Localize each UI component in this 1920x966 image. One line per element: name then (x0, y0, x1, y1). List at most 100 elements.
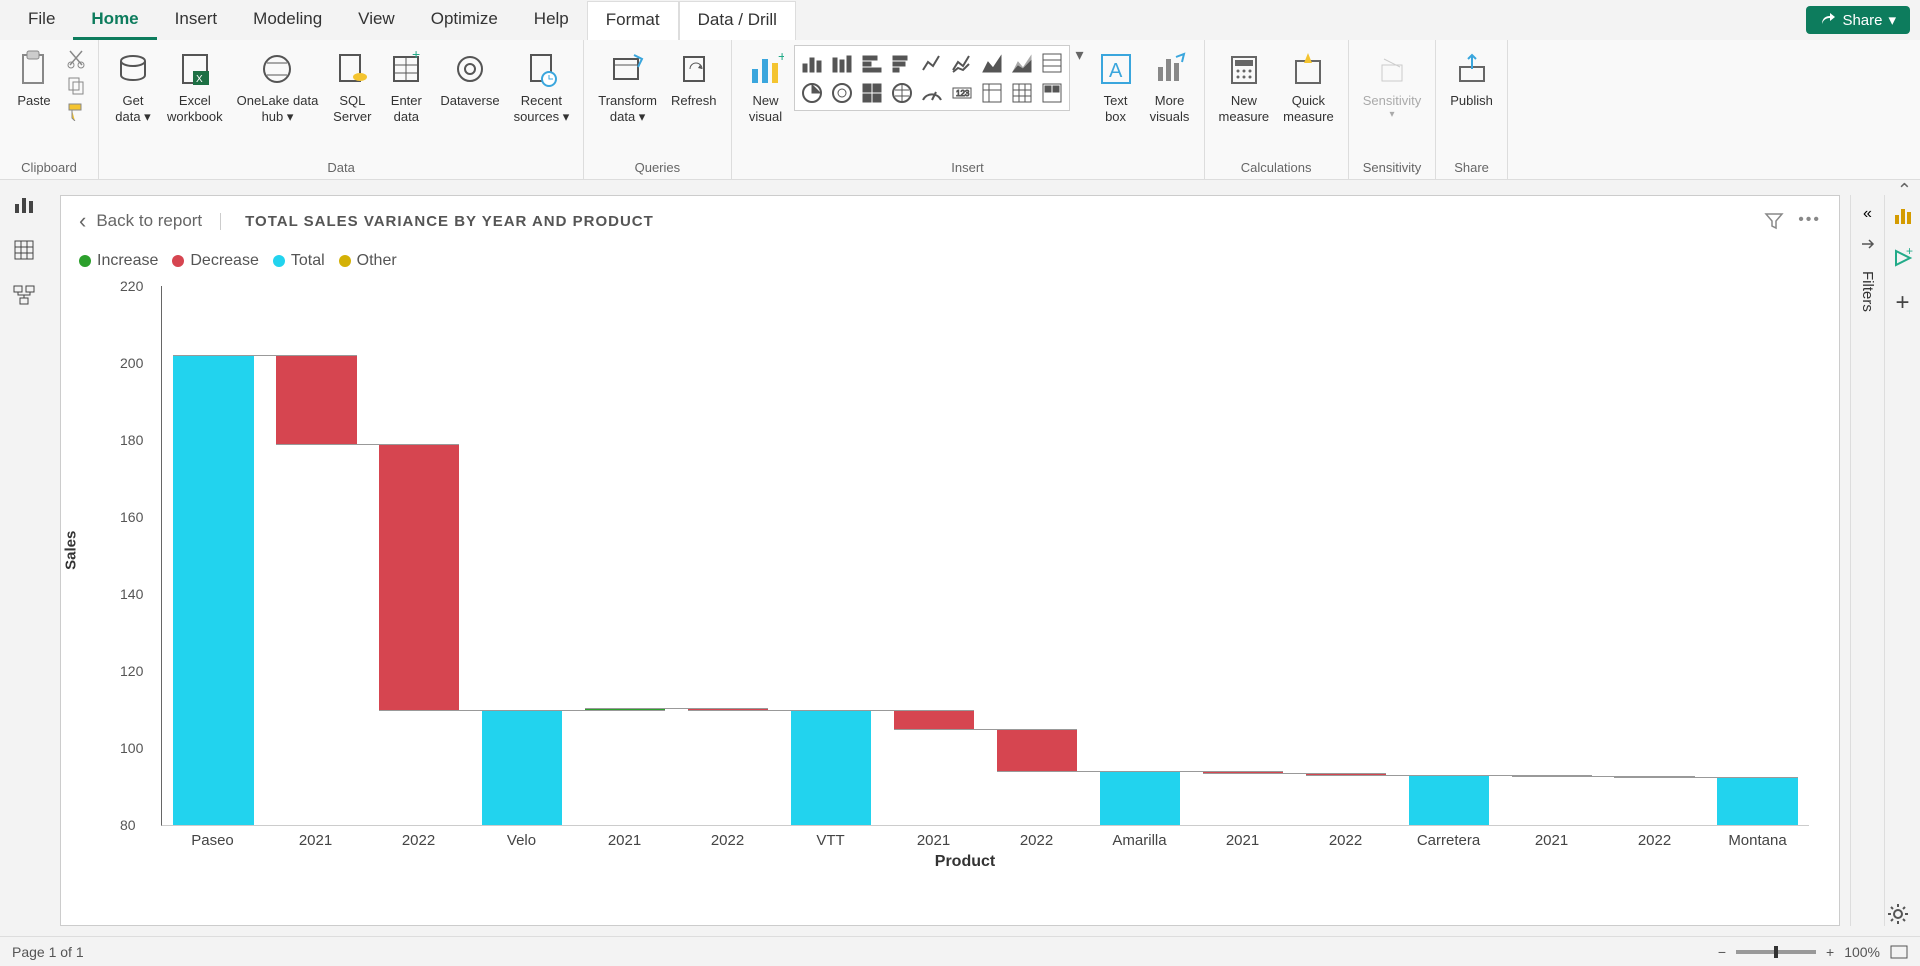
viz-type-6[interactable] (979, 50, 1005, 76)
bar-2022[interactable] (986, 286, 1089, 825)
dataverse-button[interactable]: Dataverse (434, 45, 505, 113)
viz-type-11[interactable] (859, 80, 885, 106)
y-axis-label: Sales (63, 531, 80, 570)
legend-item-total[interactable]: Total (273, 252, 325, 270)
new-measure-button[interactable]: New measure (1213, 45, 1276, 128)
tab-modeling[interactable]: Modeling (235, 1, 340, 40)
add-pane-icon[interactable]: + (1895, 289, 1909, 317)
connector (276, 444, 459, 445)
legend-item-other[interactable]: Other (339, 252, 397, 270)
copy-icon[interactable] (66, 75, 86, 95)
viz-type-5[interactable] (949, 50, 975, 76)
back-to-report-button[interactable]: ‹ Back to report (79, 208, 202, 234)
viz-type-2[interactable] (859, 50, 885, 76)
viz-type-16[interactable] (1009, 80, 1035, 106)
zoom-slider[interactable] (1736, 950, 1816, 954)
connector (1614, 777, 1797, 778)
report-view-icon[interactable] (10, 190, 38, 218)
get-data-button[interactable]: Get data ▾ (107, 45, 159, 128)
filter-icon[interactable] (1764, 211, 1784, 231)
model-view-icon[interactable] (10, 282, 38, 310)
tab-home[interactable]: Home (73, 1, 156, 40)
x-label: 2022 (985, 826, 1088, 849)
filters-pane-collapsed[interactable]: « Filters (1850, 195, 1884, 926)
tab-insert[interactable]: Insert (157, 1, 236, 40)
bar-amarilla[interactable] (1088, 286, 1191, 825)
bar-2021[interactable] (1191, 286, 1294, 825)
fit-to-page-icon[interactable] (1890, 945, 1908, 959)
bar-2022[interactable] (1603, 286, 1706, 825)
legend-item-decrease[interactable]: Decrease (172, 252, 258, 270)
sql-server-button[interactable]: SQL Server (326, 45, 378, 128)
svg-text:X: X (196, 74, 203, 85)
viz-type-1[interactable] (829, 50, 855, 76)
expand-filters-icon[interactable]: « (1863, 205, 1872, 223)
cut-icon[interactable] (66, 49, 86, 69)
viz-type-15[interactable] (979, 80, 1005, 106)
tab-format[interactable]: Format (587, 1, 679, 40)
gallery-expand-icon[interactable]: ▾ (1072, 45, 1088, 65)
x-label: Carretera (1397, 826, 1500, 849)
bar-montana[interactable] (1706, 286, 1809, 825)
tab-help[interactable]: Help (516, 1, 587, 40)
settings-gear-icon[interactable] (1886, 902, 1910, 926)
zoom-out-button[interactable]: − (1718, 944, 1726, 960)
bar-2021[interactable] (265, 286, 368, 825)
fields-pane-icon[interactable]: + (1892, 247, 1914, 269)
bar-2021[interactable] (574, 286, 677, 825)
bar-velo[interactable] (471, 286, 574, 825)
refresh-button[interactable]: Refresh (665, 45, 723, 113)
viz-type-3[interactable] (889, 50, 915, 76)
bar-2021[interactable] (1500, 286, 1603, 825)
viz-type-17[interactable] (1039, 80, 1065, 106)
tab-file[interactable]: File (10, 1, 73, 40)
viz-type-10[interactable] (829, 80, 855, 106)
excel-workbook-button[interactable]: XExcel workbook (161, 45, 229, 128)
enter-data-button[interactable]: +Enter data (380, 45, 432, 128)
ribbon-body: Paste Clipboard Get data ▾XExcel workboo… (0, 40, 1920, 180)
format-painter-icon[interactable] (66, 101, 86, 121)
viz-type-9[interactable] (799, 80, 825, 106)
viz-type-8[interactable] (1039, 50, 1065, 76)
visualizations-pane-icon[interactable] (1892, 205, 1914, 227)
viz-type-4[interactable] (919, 50, 945, 76)
transform-data-button[interactable]: Transform data ▾ (592, 45, 663, 128)
paste-button[interactable]: Paste (8, 45, 60, 113)
x-label: 2021 (1191, 826, 1294, 849)
viz-type-13[interactable] (919, 80, 945, 106)
filters-pane-arrow-icon[interactable] (1859, 235, 1877, 253)
recent-sources-button[interactable]: Recent sources ▾ (508, 45, 576, 128)
group-sensitivity: Sensitivity ▾ Sensitivity (1349, 40, 1437, 179)
quick-measure-button[interactable]: Quick measure (1277, 45, 1340, 128)
data-view-icon[interactable] (10, 236, 38, 264)
share-button[interactable]: Share ▾ (1806, 6, 1910, 34)
tab-data-drill[interactable]: Data / Drill (679, 1, 796, 40)
bar-vtt[interactable] (780, 286, 883, 825)
bar-2022[interactable] (368, 286, 471, 825)
x-label: 2021 (264, 826, 367, 849)
x-label: 2022 (1603, 826, 1706, 849)
text-box-button[interactable]: A Text box (1090, 45, 1142, 128)
new-visual-button[interactable]: + New visual (740, 45, 792, 128)
viz-type-14[interactable]: 123 (949, 80, 975, 106)
bar-2021[interactable] (883, 286, 986, 825)
viz-type-0[interactable] (799, 50, 825, 76)
tab-optimize[interactable]: Optimize (413, 1, 516, 40)
more-options-icon[interactable]: ••• (1798, 211, 1821, 231)
visualization-gallery[interactable]: 123 (794, 45, 1070, 111)
share-label: Share (1842, 12, 1882, 29)
tab-view[interactable]: View (340, 1, 413, 40)
publish-button[interactable]: Publish (1444, 45, 1499, 113)
onelake-data-hub-button[interactable]: OneLake data hub ▾ (231, 45, 325, 128)
x-label: Paseo (161, 826, 264, 849)
bar-2022[interactable] (677, 286, 780, 825)
zoom-in-button[interactable]: + (1826, 944, 1834, 960)
bar-paseo[interactable] (162, 286, 265, 825)
viz-type-12[interactable] (889, 80, 915, 106)
bar-carretera[interactable] (1397, 286, 1500, 825)
svg-text:+: + (412, 51, 420, 62)
legend-item-increase[interactable]: Increase (79, 252, 158, 270)
bar-2022[interactable] (1294, 286, 1397, 825)
viz-type-7[interactable] (1009, 50, 1035, 76)
more-visuals-button[interactable]: More visuals (1144, 45, 1196, 128)
